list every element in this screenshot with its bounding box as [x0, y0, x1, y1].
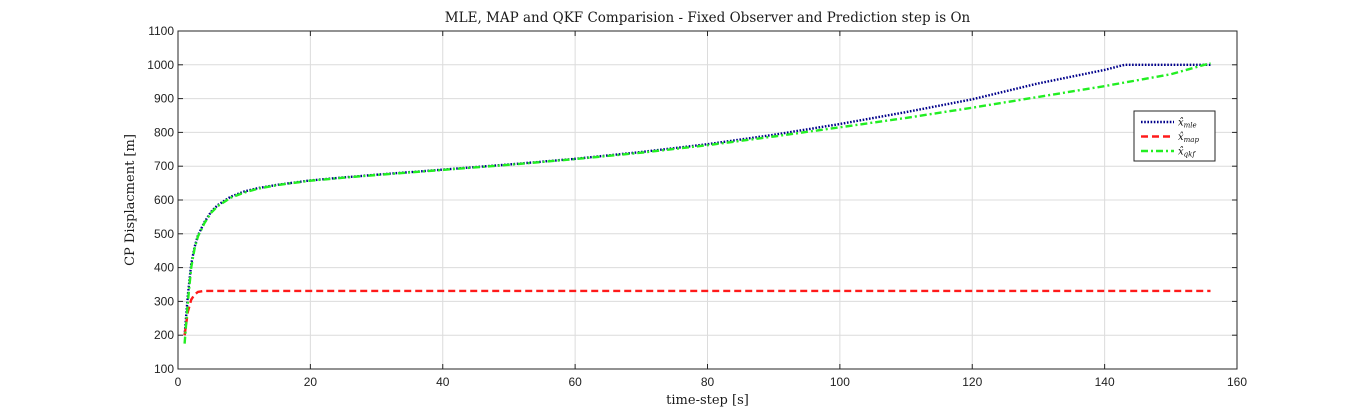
y-axis: 100 200 300 400 500 600 700 800 900 1000 1100: [147, 24, 1237, 376]
x-axis-label: time-step [s]: [666, 393, 749, 408]
x-tick-label: 80: [701, 375, 715, 389]
y-tick-label: 1100: [148, 24, 174, 38]
series-line-qkf: [183, 61, 1211, 344]
x-tick-label: 20: [304, 375, 318, 389]
y-tick-label: 700: [154, 159, 174, 173]
chart-title: MLE, MAP and QKF Comparision - Fixed Obs…: [445, 10, 971, 26]
y-tick-label: 900: [154, 92, 174, 106]
y-tick-label: 100: [154, 362, 174, 376]
y-tick-label: 500: [154, 227, 174, 241]
y-tick-label: 600: [154, 193, 174, 207]
series-line-mle: [183, 63, 1211, 336]
y-tick-label: 1000: [147, 58, 174, 72]
y-axis-label: CP Displacment [m]: [123, 134, 138, 266]
series-layer: [183, 61, 1211, 344]
legend: x̂mle x̂map x̂qkf: [1133, 110, 1216, 162]
x-tick-label: 120: [962, 375, 982, 389]
y-tick-label: 200: [154, 328, 174, 342]
x-axis: 0 20 40 60 80 100 120 140 160: [175, 31, 1247, 389]
legend-label-qkf: x̂qkf: [1178, 147, 1196, 159]
series-line-map: [183, 289, 1211, 336]
grid: [177, 30, 1238, 370]
x-tick-label: 100: [830, 375, 850, 389]
y-tick-label: 300: [154, 294, 174, 308]
x-tick-label: 0: [175, 375, 182, 389]
legend-label-map: x̂map: [1178, 132, 1199, 144]
x-tick-label: 160: [1227, 375, 1247, 389]
y-tick-label: 400: [154, 261, 174, 275]
x-tick-label: 60: [568, 375, 582, 389]
x-tick-label: 40: [436, 375, 450, 389]
x-tick-label: 140: [1095, 375, 1115, 389]
y-tick-label: 800: [154, 125, 174, 139]
legend-label-mle: x̂mle: [1178, 118, 1197, 130]
